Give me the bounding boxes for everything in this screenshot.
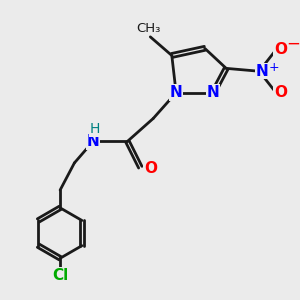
Text: +: +	[269, 61, 279, 74]
Text: O: O	[144, 161, 157, 176]
Text: N: N	[207, 85, 220, 100]
Text: CH₃: CH₃	[137, 22, 161, 35]
Text: O: O	[274, 42, 287, 57]
Text: N: N	[256, 64, 268, 79]
Text: −: −	[286, 35, 300, 53]
Text: H: H	[89, 122, 100, 136]
Text: Cl: Cl	[52, 268, 68, 283]
Text: O: O	[274, 85, 287, 100]
Text: N: N	[87, 134, 99, 149]
Text: N: N	[170, 85, 182, 100]
